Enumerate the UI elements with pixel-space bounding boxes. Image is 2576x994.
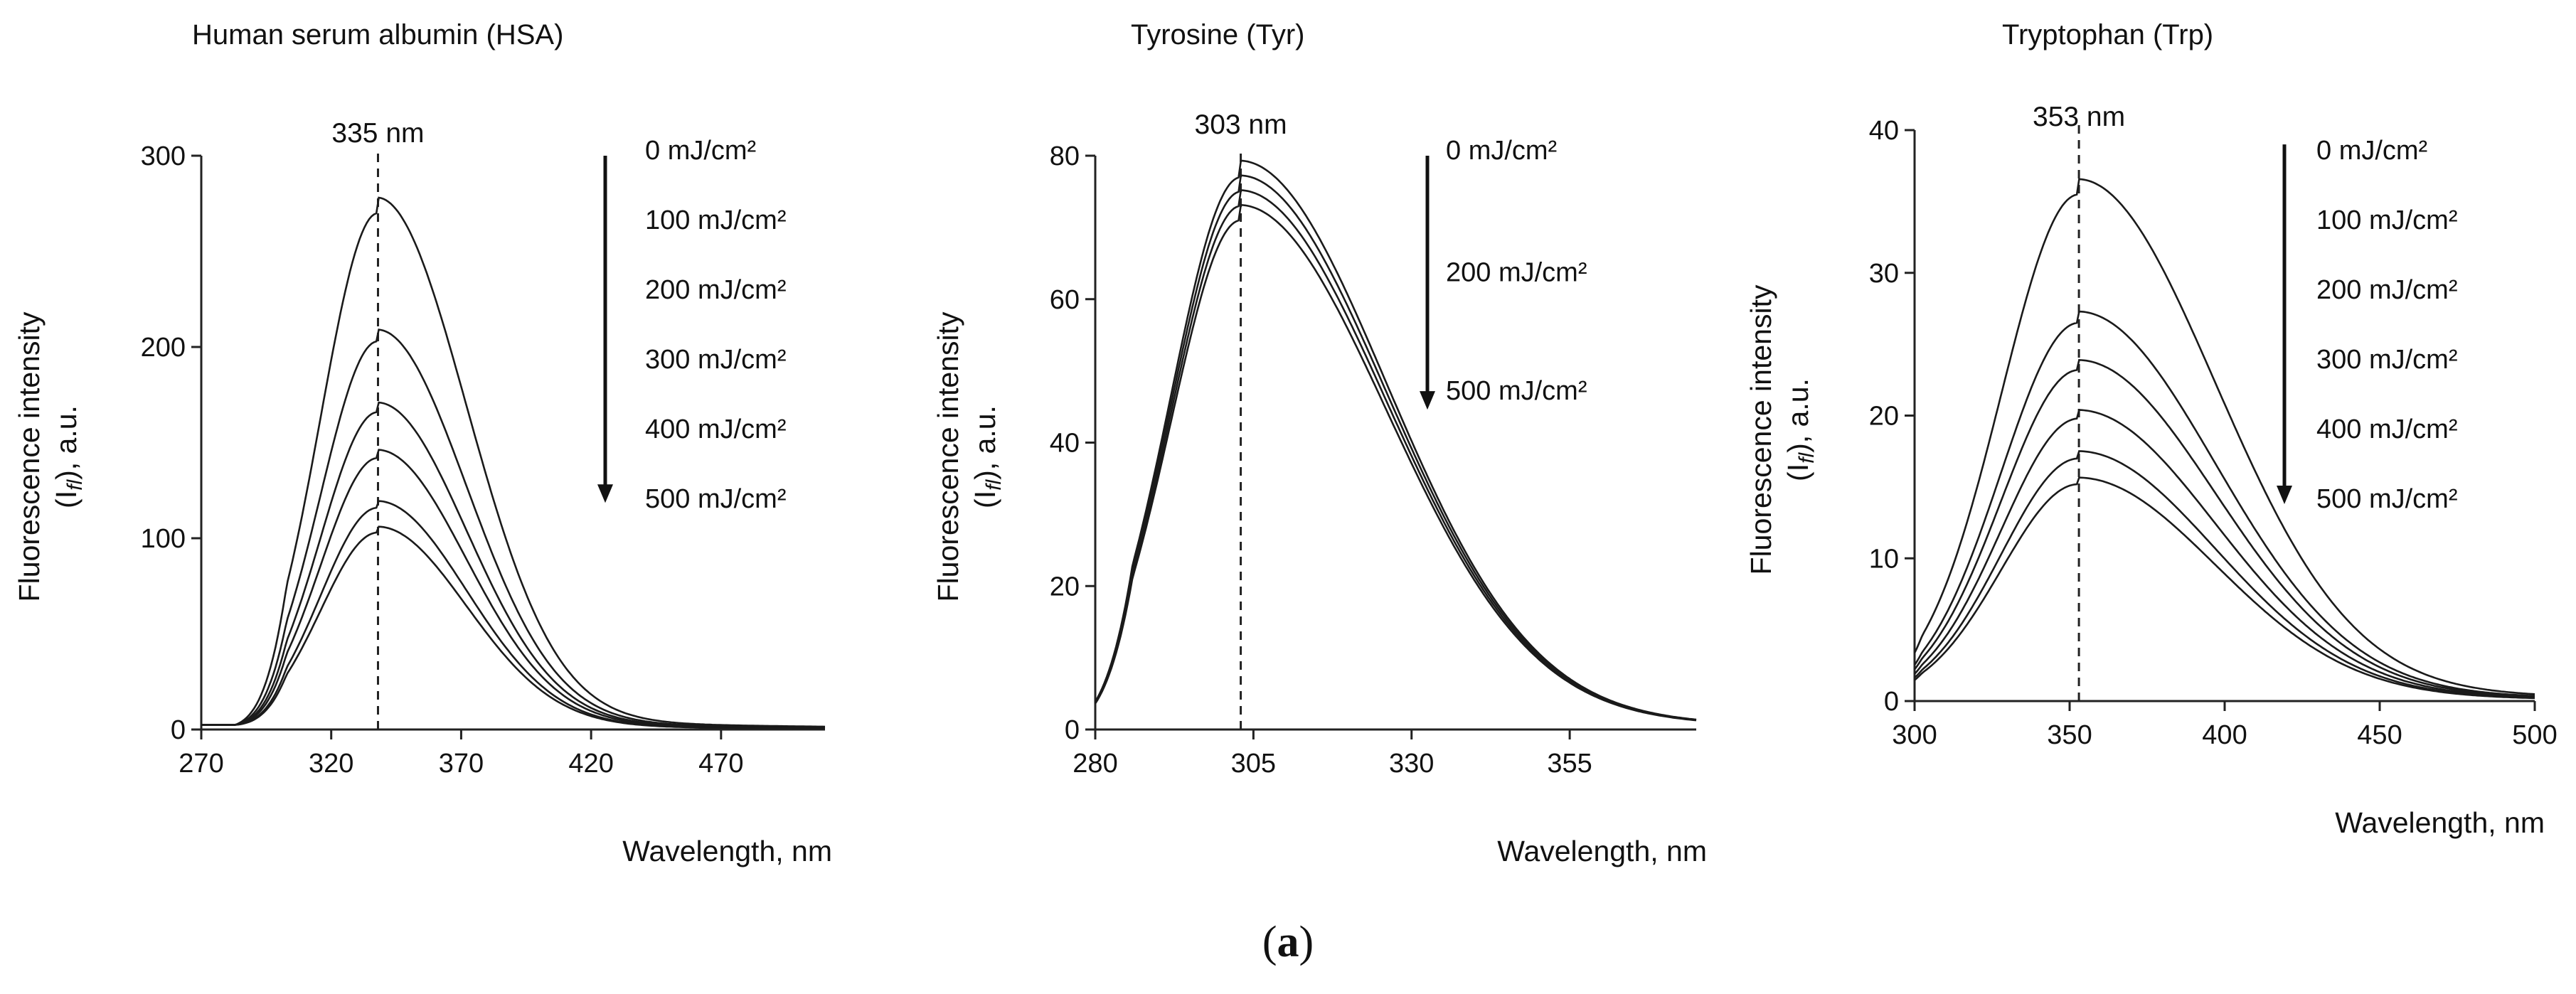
y-axis-label: Fluorescence intensity (932, 311, 964, 602)
chart-title: Tyrosine (Tyr) (1131, 19, 1304, 50)
legend-item: 200 mJ/cm² (1446, 258, 1587, 288)
x-tick-label: 320 (309, 749, 353, 779)
legend-item: 200 mJ/cm² (645, 275, 786, 305)
y-tick-label: 80 (1050, 141, 1080, 171)
legend-item: 0 mJ/cm² (2316, 136, 2427, 166)
series-line-6 (201, 525, 826, 730)
series-line-5 (1914, 450, 2535, 699)
y-tick-label: 10 (1869, 544, 1899, 574)
y-axis-label: Fluorescence intensity (1745, 284, 1777, 575)
chart-panel-2: Tyrosine (Tyr) 0 20 40 60 80 280 305 330 355 Wavel… (932, 19, 1707, 867)
caption-letter: a (1277, 918, 1299, 966)
y-tick-label: 300 (141, 141, 186, 171)
x-tick-label: 420 (568, 749, 613, 779)
y-tick-label: 0 (1884, 687, 1899, 717)
series-line-4 (1094, 203, 1697, 722)
y-tick-label: 100 (141, 524, 186, 554)
legend-item: 500 mJ/cm² (1446, 376, 1587, 406)
chart-title: Human serum albumin (HSA) (192, 19, 563, 50)
legend-arrow-head (1420, 391, 1435, 410)
legend-item: 0 mJ/cm² (1446, 136, 1557, 166)
x-axis-label: Wavelength, nm (622, 835, 832, 867)
x-tick-label: 450 (2357, 720, 2402, 750)
x-tick-label: 400 (2202, 720, 2247, 750)
x-tick-label: 470 (698, 749, 743, 779)
legend-item: 400 mJ/cm² (2316, 415, 2457, 444)
peak-label: 353 nm (2033, 102, 2125, 132)
chart-title: Tryptophan (Trp) (2002, 19, 2213, 50)
legend-item: 300 mJ/cm² (645, 345, 786, 375)
chart-panel-3: Tryptophan (Trp) 0 10 20 30 40 300 350 400 450 500… (1745, 19, 2558, 839)
series-line-1 (1094, 159, 1697, 721)
x-tick-label: 370 (439, 749, 484, 779)
legend-item: 500 mJ/cm² (2316, 484, 2457, 514)
x-axis-label: Wavelength, nm (2335, 806, 2545, 839)
series-line-3 (1913, 358, 2535, 698)
x-tick-label: 300 (1892, 720, 1937, 750)
legend-arrow-head (597, 484, 613, 503)
series-line-4 (1914, 409, 2535, 698)
chart-panel-1: Human serum albumin (HSA) 0 100 200 300 270 32… (13, 19, 832, 867)
y-tick-label: 40 (1050, 429, 1080, 459)
legend-item: 200 mJ/cm² (2316, 275, 2457, 305)
x-tick-label: 355 (1547, 749, 1592, 779)
peak-label: 335 nm (331, 118, 424, 149)
series-line-5 (201, 500, 826, 730)
y-axis-label-units: (Ifl), a.u. (50, 405, 87, 508)
series-line-2 (1913, 310, 2535, 698)
peak-label: 303 nm (1195, 109, 1287, 140)
x-tick-label: 350 (2047, 720, 2092, 750)
x-tick-label: 280 (1073, 749, 1117, 779)
series-line-2 (1094, 174, 1697, 721)
y-tick-label: 60 (1050, 285, 1080, 315)
legend-arrow-head (2277, 485, 2292, 504)
legend-item: 100 mJ/cm² (645, 205, 786, 235)
legend-item: 100 mJ/cm² (2316, 205, 2457, 235)
series-line-1 (1913, 178, 2535, 695)
y-axis-label-units: (Ifl), a.u. (1782, 378, 1819, 481)
y-tick-label: 40 (1869, 116, 1899, 146)
legend-item: 400 mJ/cm² (645, 415, 786, 444)
legend-item: 500 mJ/cm² (645, 484, 786, 514)
legend-item: 0 mJ/cm² (645, 136, 756, 166)
series-line-3 (201, 401, 825, 729)
x-axis-label: Wavelength, nm (1497, 835, 1707, 867)
y-tick-label: 20 (1050, 572, 1080, 602)
x-tick-label: 305 (1231, 749, 1276, 779)
legend-item: 300 mJ/cm² (2316, 345, 2457, 375)
series-line-6 (1914, 476, 2535, 700)
x-tick-label: 270 (179, 749, 223, 779)
y-axis-label-units: (Ifl), a.u. (969, 405, 1006, 508)
x-tick-label: 500 (2512, 720, 2557, 750)
y-axis-label: Fluorescence intensity (13, 311, 46, 602)
y-tick-label: 200 (141, 333, 186, 363)
series-line-1 (201, 196, 826, 728)
y-tick-label: 0 (171, 715, 186, 745)
y-tick-label: 30 (1869, 259, 1899, 289)
x-tick-label: 330 (1389, 749, 1434, 779)
series-line-2 (201, 328, 826, 729)
y-tick-label: 0 (1065, 715, 1080, 745)
figure-caption: (a) (1262, 918, 1314, 966)
series-line-3 (1094, 189, 1697, 721)
y-tick-label: 20 (1869, 402, 1899, 432)
